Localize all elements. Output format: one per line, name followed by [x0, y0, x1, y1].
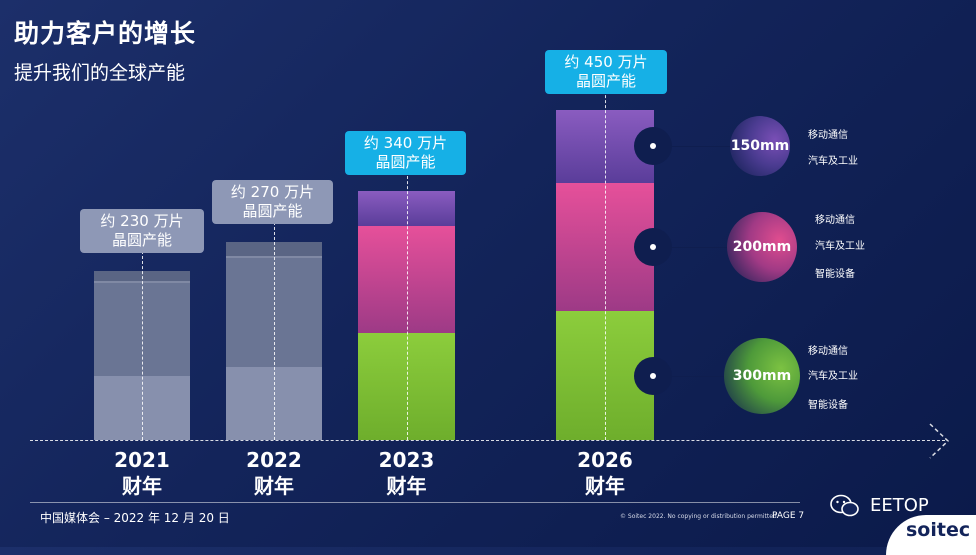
year-label: 2022 — [246, 448, 302, 472]
capacity-unit: 晶圆产能 — [575, 72, 636, 90]
bar-dash-line — [605, 80, 606, 440]
series-marker-150mm — [634, 127, 672, 166]
application-label: 汽车及工业 — [815, 240, 865, 252]
x-tick-label: 2022 财年 — [226, 447, 322, 499]
series-connector — [672, 246, 727, 248]
footer-divider — [30, 502, 800, 503]
capacity-value: 约 270 万片 — [230, 183, 315, 201]
series-marker-300mm — [634, 356, 672, 395]
capacity-label: 约 270 万片 晶圆产能 — [212, 180, 333, 224]
application-label: 智能设备 — [815, 268, 855, 280]
application-label: 移动通信 — [808, 130, 848, 142]
capacity-label: 约 340 万片 晶圆产能 — [345, 130, 466, 175]
wafer-size-200mm: 200mm — [727, 211, 797, 282]
application-label: 智能设备 — [808, 399, 848, 411]
soitec-logo-text: soitec — [906, 519, 971, 541]
capacity-value: 约 450 万片 — [564, 53, 648, 71]
footer-event: 中国媒体会 – 2022 年 12 月 20 日 — [40, 511, 230, 525]
bar-dash-line — [274, 222, 275, 440]
wafer-size-150mm: 150mm — [730, 116, 790, 177]
capacity-label: 约 450 万片 晶圆产能 — [545, 50, 667, 94]
capacity-value: 约 230 万片 — [100, 212, 184, 231]
x-tick-label: 2021 财年 — [94, 447, 190, 499]
capacity-unit: 晶圆产能 — [375, 152, 436, 171]
application-label: 移动通信 — [815, 214, 855, 226]
capacity-unit: 晶圆产能 — [242, 202, 303, 220]
series-connector — [672, 375, 724, 377]
application-label: 汽车及工业 — [808, 156, 858, 168]
period-label: 财年 — [122, 474, 162, 498]
capacity-unit: 晶圆产能 — [111, 231, 172, 250]
x-tick-label: 2023 财年 — [358, 447, 455, 499]
footer-page-number: PAGE 7 — [772, 511, 805, 521]
year-label: 2026 — [577, 448, 633, 472]
year-label: 2023 — [378, 448, 435, 472]
time-axis — [30, 440, 945, 441]
wafer-size-300mm: 300mm — [724, 337, 800, 414]
application-label: 汽车及工业 — [808, 370, 858, 382]
year-label: 2021 — [114, 448, 170, 472]
bar-dash-line — [406, 160, 408, 440]
period-label: 财年 — [386, 474, 427, 498]
axis-arrow-icon — [929, 423, 950, 459]
series-marker-200mm — [634, 227, 672, 266]
page-subtitle: 提升我们的全球产能 — [14, 62, 186, 84]
application-label: 移动通信 — [808, 345, 848, 357]
capacity-value: 约 340 万片 — [363, 133, 448, 152]
capacity-label: 约 230 万片 晶圆产能 — [80, 209, 204, 254]
page-title: 助力客户的增长 — [14, 19, 197, 48]
series-connector — [672, 146, 730, 148]
soitec-logo: soitec — [886, 515, 976, 555]
period-label: 财年 — [585, 474, 625, 498]
period-label: 财年 — [254, 474, 294, 498]
x-tick-label: 2026 财年 — [556, 447, 654, 499]
watermark-text: EETOP — [870, 495, 929, 516]
bar-dash-line — [142, 251, 143, 440]
footer-copyright: © Soitec 2022. No copying or distributio… — [620, 513, 779, 520]
wechat-icon — [830, 494, 859, 517]
